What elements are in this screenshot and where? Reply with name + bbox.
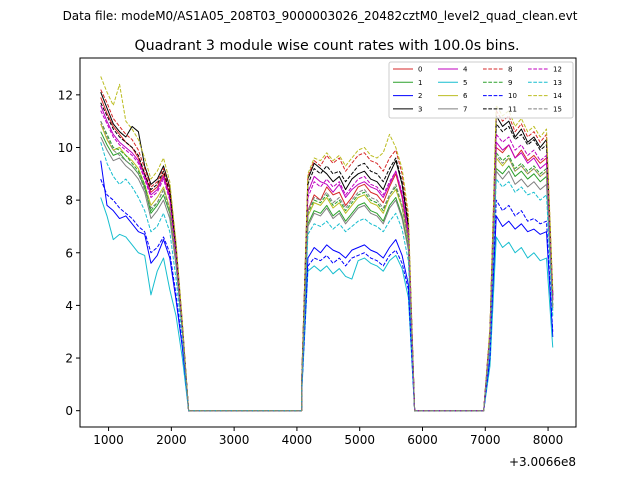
series-line-14	[100, 76, 554, 412]
legend-label-9: 9	[508, 79, 512, 87]
legend-label-6: 6	[463, 92, 468, 100]
legend-label-14: 14	[553, 92, 562, 100]
x-tick-label: 6000	[407, 433, 438, 447]
plot-frame	[79, 57, 577, 428]
x-tick-label: 1000	[93, 433, 124, 447]
legend-label-0: 0	[418, 66, 422, 74]
legend-label-2: 2	[418, 92, 422, 100]
legend-label-5: 5	[463, 79, 467, 87]
series-line-13	[100, 142, 554, 412]
series-line-12	[100, 110, 554, 412]
legend-label-10: 10	[508, 92, 517, 100]
y-tick-label: 12	[58, 88, 73, 102]
x-tick-label: 4000	[282, 433, 313, 447]
y-axis: 0 2 4 6 8 10 12	[58, 88, 80, 418]
x-tick-label: 3000	[219, 433, 250, 447]
legend-label-3: 3	[418, 105, 422, 113]
y-tick-label: 6	[65, 246, 73, 260]
legend-label-13: 13	[553, 79, 562, 87]
x-axis: 1000 2000 3000 4000 5000 6000 7000 8000	[93, 427, 563, 447]
chart-suptitle: Data file: modeM0/AS1A05_208T03_90000030…	[63, 9, 578, 23]
series-layer	[100, 76, 554, 412]
x-tick-label: 5000	[344, 433, 375, 447]
legend-label-7: 7	[463, 105, 467, 113]
y-tick-label: 8	[65, 194, 73, 208]
legend-label-11: 11	[508, 105, 517, 113]
x-offset-label: +3.0066e8	[509, 455, 576, 469]
legend-label-8: 8	[508, 66, 512, 74]
legend-label-4: 4	[463, 66, 468, 74]
legend-label-12: 12	[553, 66, 562, 74]
chart-title: Quadrant 3 module wise count rates with …	[134, 38, 519, 54]
y-tick-label: 10	[58, 141, 73, 155]
x-tick-label: 8000	[533, 433, 564, 447]
x-tick-label: 7000	[470, 433, 501, 447]
y-tick-label: 4	[65, 299, 73, 313]
y-tick-label: 0	[65, 404, 73, 418]
y-tick-label: 2	[65, 352, 73, 366]
x-tick-label: 2000	[156, 433, 187, 447]
legend-label-15: 15	[553, 105, 562, 113]
legend-frame	[388, 61, 574, 119]
legend-label-1: 1	[418, 79, 422, 87]
